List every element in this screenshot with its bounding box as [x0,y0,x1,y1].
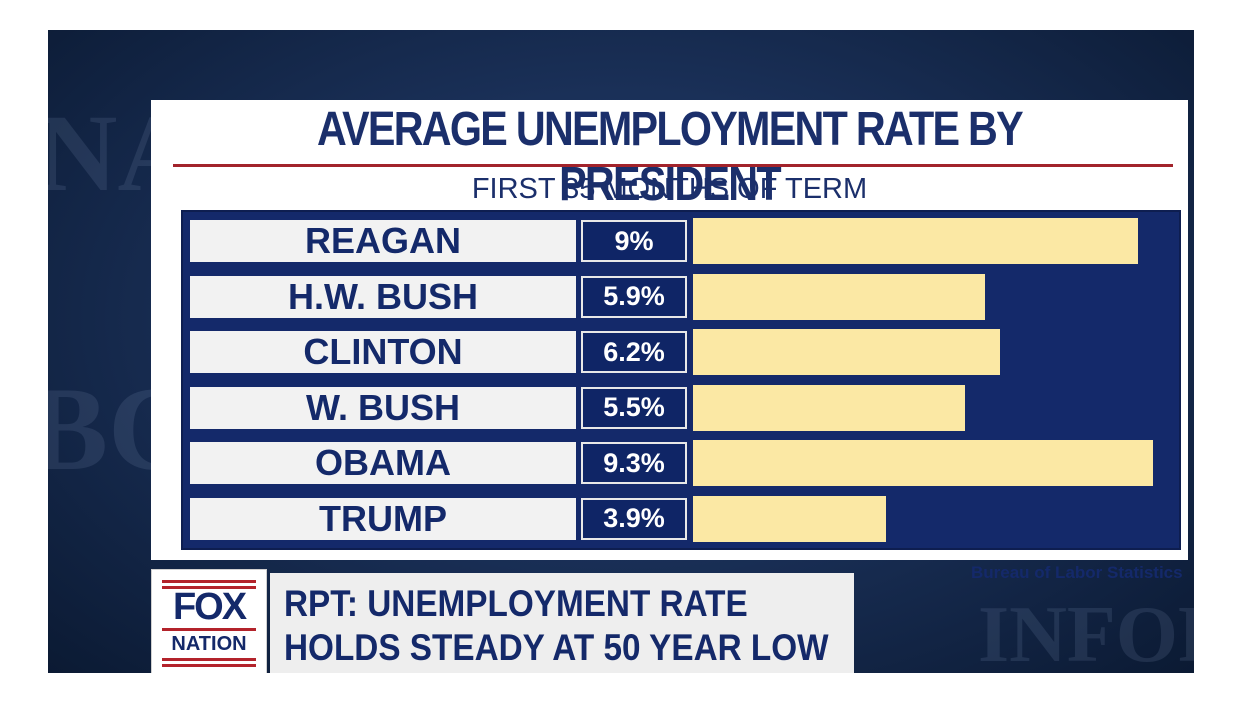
lower-third-banner: RPT: UNEMPLOYMENT RATE HOLDS STEADY AT 5… [270,573,854,673]
value-label-box: 6.2% [581,331,687,373]
value-label-box: 9.3% [581,442,687,484]
bar-trump [693,495,886,542]
category-label-box: TRUMP [190,497,576,540]
category-label: REAGAN [304,220,461,261]
category-label: TRUMP [319,497,447,539]
value-label: 5.5% [603,392,665,422]
logo-stripe [162,586,256,589]
broadcast-frame: NATIO BC INFOR AVERAGE UNEMPLOYMENT RATE… [48,30,1194,673]
source-label: Bureau of Labor Statistics [971,563,1183,582]
logo-stripe [162,658,256,661]
logo-stripe [162,580,256,583]
category-label-box: REAGAN [190,220,576,262]
category-label: OBAMA [315,442,451,483]
logo-stripe [162,628,256,631]
title-divider [173,164,1173,167]
logo-stripe [162,664,256,667]
value-label: 9% [614,225,654,256]
logo-fox-text: FOX [172,586,247,628]
value-label-box: 9% [581,220,687,262]
category-label-box: W. BUSH [190,386,576,429]
fox-nation-logo: FOX NATION [151,569,267,673]
value-label: 6.2% [603,336,665,367]
chart-card: AVERAGE UNEMPLOYMENT RATE BY PRESIDENT F… [151,100,1188,582]
value-label: 5.9% [603,281,665,311]
chart-subtitle: FIRST 35 MONTHS OF TERM [471,173,868,205]
banner-line-2: HOLDS STEADY AT 50 YEAR LOW [284,627,829,668]
plot-area: REAGAN 9% H.W. BUSH 5.9% CLINTON 6.2% W. BUSH 5… [181,210,1181,550]
value-label-box: 5.9% [581,275,687,318]
value-label: 3.9% [603,503,665,533]
bar-reagan [693,218,1139,264]
category-label: CLINTON [303,331,463,372]
value-label-box: 5.5% [581,386,687,429]
logo-nation-text: NATION [171,633,247,655]
bar-h-w-bush [693,273,985,320]
category-label-box: H.W. BUSH [190,275,576,318]
banner-line-1: RPT: UNEMPLOYMENT RATE [284,583,748,624]
bar-clinton [693,329,1000,375]
bar-obama [693,440,1153,486]
category-label-box: CLINTON [190,331,576,373]
value-label-box: 3.9% [581,497,687,540]
category-label-box: OBAMA [190,442,576,484]
category-label: W. BUSH [305,386,460,428]
bar-w-bush [693,384,966,431]
value-label: 9.3% [603,447,665,478]
category-label: H.W. BUSH [287,275,478,317]
background-decor: INFOR [978,591,1194,673]
